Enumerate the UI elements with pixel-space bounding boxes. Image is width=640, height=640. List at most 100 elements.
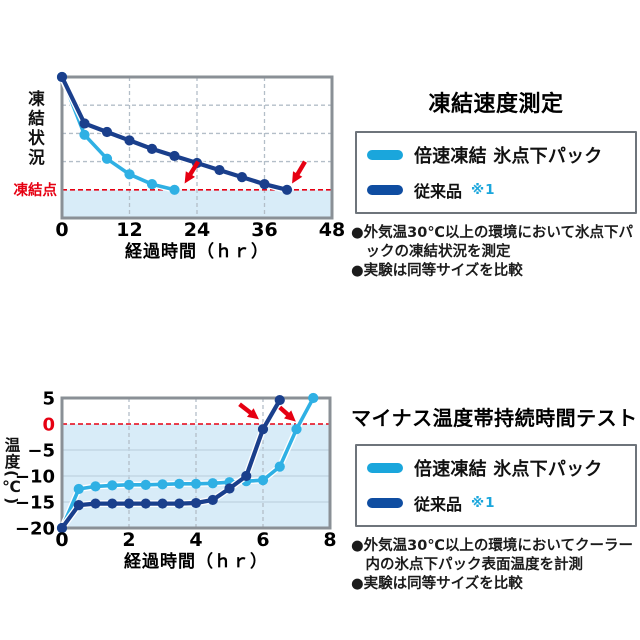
legend-swatch-light-blue — [367, 463, 403, 473]
x-tick-label: 36 — [251, 219, 277, 241]
data-point — [169, 150, 180, 162]
x-tick-label: 48 — [319, 219, 345, 241]
x-tick-label: 0 — [55, 219, 68, 241]
x-tick-label: 4 — [189, 529, 202, 551]
annotation-arrow-shaft — [294, 160, 307, 178]
minus-temp-duration-info-panel: マイナス温度帯持続時間テスト 倍速凍結 氷点下パック 従来品 ※1 ●外気温30… — [351, 402, 640, 594]
data-point — [291, 424, 302, 435]
data-point — [123, 479, 135, 490]
annotation-arrow-shaft — [187, 160, 200, 178]
annotation-arrow-head — [184, 171, 196, 184]
data-point — [274, 394, 285, 406]
data-point — [257, 475, 269, 486]
legend-swatch-dark-blue — [367, 185, 403, 195]
data-point — [274, 461, 285, 472]
data-point — [259, 179, 270, 190]
legend-footnote-ref: ※1 — [471, 495, 496, 511]
data-point — [124, 135, 135, 146]
legend-swatch-dark-blue — [367, 498, 403, 508]
legend-footnote-ref: ※1 — [471, 182, 496, 198]
data-point — [79, 118, 90, 129]
data-point — [101, 153, 113, 164]
data-point — [236, 172, 248, 183]
data-point — [281, 184, 293, 195]
note-item: ●外気温30℃以上の環境においてクーラー内の氷点下パック表面温度を計測 — [351, 538, 633, 573]
legend-item-hyoutenka-pack: 倍速凍結 氷点下パック — [367, 142, 627, 168]
data-point — [146, 179, 158, 190]
x-tick-label: 8 — [323, 529, 336, 551]
y-tick-label: −10 — [15, 467, 55, 488]
x-tick-label: 2 — [122, 529, 135, 551]
legend-box: 倍速凍結 氷点下パック 従来品 ※1 — [355, 444, 637, 527]
y-tick-label: −20 — [15, 519, 55, 540]
section-title-freeze-speed: 凍結速度測定 — [428, 92, 564, 117]
note-item: ●外気温30℃以上の環境において氷点下パックの凍結状況を測定 — [351, 225, 633, 260]
legend-label: 倍速凍結 氷点下パック — [414, 459, 603, 480]
x-tick-label: 0 — [55, 529, 68, 551]
y-tick-label: −5 — [27, 441, 55, 462]
legend-label: 倍速凍結 氷点下パック — [414, 146, 603, 167]
plot-border — [60, 75, 334, 220]
data-point — [56, 71, 68, 83]
data-point — [56, 522, 68, 534]
data-point — [107, 480, 118, 491]
legend-item-conventional: 従来品 ※1 — [367, 178, 627, 202]
section-title-minus-temp-duration: マイナス温度帯持続時間テスト — [351, 406, 638, 430]
legend-box: 倍速凍結 氷点下パック 従来品 ※1 — [355, 131, 637, 214]
data-point — [224, 483, 235, 494]
data-point — [214, 164, 225, 176]
x-tick-label: 24 — [184, 219, 210, 241]
x-tick-label: 6 — [256, 529, 269, 551]
freeze-speed-info-panel: 凍結速度測定 倍速凍結 氷点下パック 従来品 ※1 ●外気温30℃以上の環境にお… — [351, 86, 640, 281]
note-item: ●実験は同等サイズを比較 — [351, 262, 523, 279]
data-point — [257, 424, 269, 435]
plot-border — [60, 396, 332, 530]
y-axis-title-freeze-status: 凍結状況 — [25, 90, 45, 168]
note-item: ●実験は同等サイズを比較 — [351, 575, 523, 592]
annotation-arrow-head — [292, 171, 303, 184]
data-point — [123, 498, 135, 509]
legend-item-conventional: 従来品 ※1 — [367, 491, 627, 515]
data-point — [124, 169, 135, 180]
data-point — [90, 498, 101, 509]
data-point — [157, 479, 168, 490]
data-point — [79, 129, 90, 140]
data-point — [157, 498, 168, 509]
legend-swatch-light-blue — [367, 150, 403, 160]
data-point — [190, 497, 202, 509]
y-tick-label: 5 — [42, 389, 55, 410]
data-point — [207, 494, 218, 506]
data-point — [174, 478, 185, 489]
data-point — [101, 126, 113, 138]
legend-label: 従来品 — [414, 182, 463, 201]
freeze-point-label: 凍結点 — [14, 181, 58, 199]
minus-temp-duration-chart: 0 2 4 6 8 5 0 −5 −10 −15 −20 経過時間（ｈｒ） — [15, 389, 337, 573]
data-point — [207, 478, 218, 489]
y-tick-label: 0 — [42, 415, 55, 436]
data-point — [107, 498, 118, 509]
x-tick-label: 12 — [116, 219, 142, 241]
data-point — [169, 184, 180, 195]
data-point — [140, 498, 151, 509]
data-point — [73, 483, 84, 495]
data-point — [73, 500, 84, 511]
legend-label: 従来品 — [414, 495, 463, 514]
y-axis-title-temperature: 温度(℃) — [2, 437, 21, 506]
data-point — [174, 498, 185, 509]
y-tick-label: −15 — [15, 493, 55, 514]
data-point — [241, 470, 252, 482]
data-point — [190, 478, 202, 489]
measurement-notes: ●外気温30℃以上の環境において氷点下パックの凍結状況を測定 ●実験は同等サイズ… — [351, 224, 640, 281]
annotation-arrow-head — [284, 410, 296, 422]
series-line-0 — [60, 396, 316, 530]
data-point — [146, 143, 158, 155]
data-point — [90, 481, 101, 492]
data-point — [140, 479, 151, 490]
measurement-notes: ●外気温30℃以上の環境においてクーラー内の氷点下パック表面温度を計測 ●実験は… — [351, 537, 640, 594]
freeze-speed-chart: 凍結点 0 12 24 36 48 経過時間（ｈｒ） — [14, 71, 345, 262]
data-point — [308, 392, 319, 404]
x-axis-title: 経過時間（ｈｒ） — [124, 551, 268, 572]
x-axis-title: 経過時間（ｈｒ） — [125, 241, 269, 262]
annotation-arrow-head — [246, 408, 259, 420]
